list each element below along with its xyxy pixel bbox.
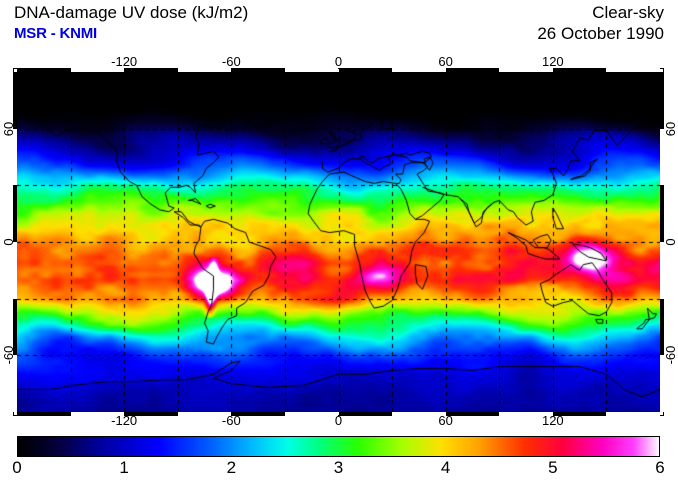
frame-segment-top — [392, 68, 446, 72]
latitude-tick-label: 60 — [663, 121, 678, 136]
longitude-tick-label: 60 — [438, 413, 453, 428]
frame-segment-top — [124, 68, 178, 72]
colorbar-tick-label: 1 — [119, 458, 129, 477]
frame-segment-bottom — [338, 412, 393, 416]
colorbar-gradient — [17, 436, 660, 457]
frame-segment-bottom — [392, 412, 446, 416]
frame-segment-bottom — [177, 412, 232, 416]
frame-segment-top — [231, 68, 285, 72]
frame-segment-top — [445, 68, 500, 72]
frame-segment-left — [13, 72, 17, 129]
frame-segment-right — [660, 242, 664, 299]
frame-segment-top — [552, 68, 607, 72]
frame-segment-bottom — [552, 412, 607, 416]
frame-segment-top — [17, 68, 71, 72]
date-label: 26 October 1990 — [537, 24, 664, 43]
frame-segment-bottom — [499, 412, 553, 416]
colorbar-tick-label: 4 — [440, 458, 451, 477]
frame-segment-right — [660, 72, 664, 129]
colorbar-tick-label: 2 — [226, 458, 237, 477]
colorbar — [17, 436, 660, 457]
frame-segment-right — [660, 185, 664, 242]
frame-segment-top — [70, 68, 125, 72]
frame-segment-left — [13, 128, 17, 186]
longitude-tick-label: -120 — [111, 413, 138, 428]
frame-segment-top — [338, 68, 393, 72]
page-title: DNA-damage UV dose (kJ/m2) — [14, 3, 249, 22]
longitude-tick-label: 60 — [438, 54, 453, 69]
colorbar-tick-label: 5 — [548, 458, 558, 477]
world-map-plot — [13, 68, 664, 416]
longitude-tick-label: -60 — [221, 54, 241, 69]
institution-label: MSR - KNMI — [14, 25, 97, 42]
frame-segment-bottom — [17, 412, 71, 416]
frame-segment-bottom — [606, 412, 660, 416]
frame-segment-right — [660, 355, 664, 412]
longitude-tick-label: 120 — [541, 54, 564, 69]
frame-segment-bottom — [124, 412, 178, 416]
colorbar-tick-label: 6 — [655, 458, 665, 477]
frame-segment-left — [13, 355, 17, 412]
frame-segment-top — [499, 68, 553, 72]
longitude-tick-label: -60 — [221, 413, 241, 428]
frame-segment-bottom — [284, 412, 339, 416]
frame-segment-right — [660, 298, 664, 356]
latitude-tick-label: -60 — [663, 345, 678, 365]
uv-dose-heatmap — [17, 72, 660, 412]
frame-segment-bottom — [445, 412, 500, 416]
sky-condition-label: Clear-sky — [592, 3, 664, 22]
frame-segment-left — [13, 242, 17, 299]
colorbar-tick-label: 3 — [333, 458, 344, 477]
frame-segment-left — [13, 185, 17, 242]
frame-segment-bottom — [231, 412, 285, 416]
latitude-tick-label: 0 — [663, 238, 678, 246]
frame-segment-bottom — [70, 412, 125, 416]
frame-segment-right — [660, 128, 664, 186]
frame-segment-left — [13, 298, 17, 356]
longitude-tick-label: 0 — [334, 54, 343, 69]
longitude-tick-label: 120 — [541, 413, 564, 428]
colorbar-tick-label: 0 — [12, 458, 22, 477]
longitude-tick-label: 0 — [334, 413, 343, 428]
longitude-tick-label: -120 — [111, 54, 138, 69]
frame-segment-top — [284, 68, 339, 72]
frame-segment-top — [177, 68, 232, 72]
frame-segment-top — [606, 68, 660, 72]
